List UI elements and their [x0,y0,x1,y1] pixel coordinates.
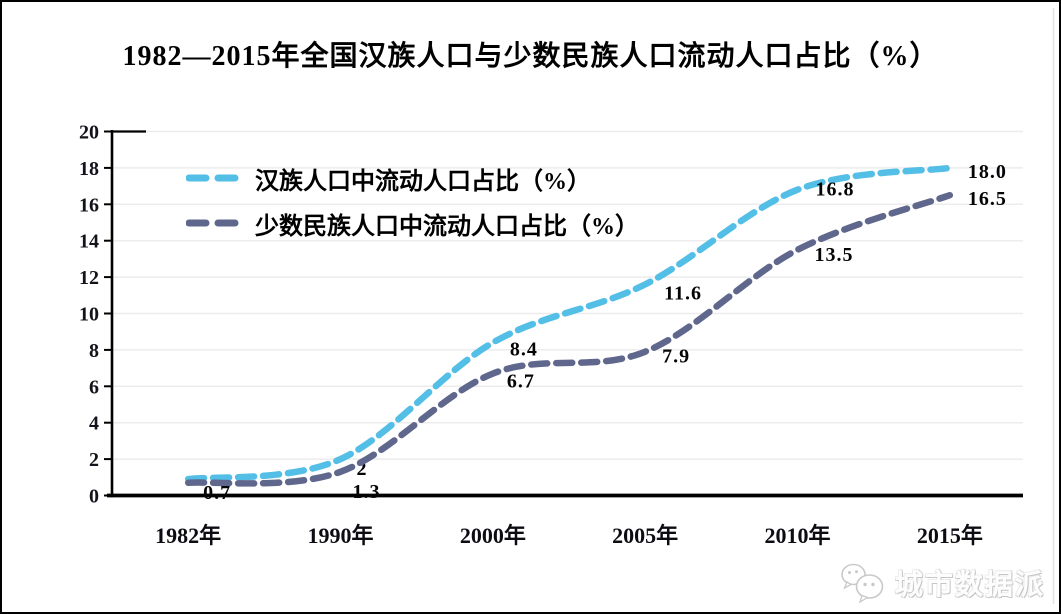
legend-item-minority: 少数民族人口中流动人口占比（%） [186,207,639,240]
y-tick-label: 2 [89,449,99,471]
data-label: 7.9 [662,346,690,368]
y-tick-label: 8 [89,340,99,362]
series-line-1 [184,191,954,487]
y-tick-label: 6 [89,376,99,398]
x-tick-label: 2015年 [917,523,983,548]
x-tick-label: 2010年 [764,523,830,548]
watermark: 城市数据派 [840,562,1045,604]
x-tick-label: 1982年 [155,523,221,548]
y-tick-label: 10 [79,304,99,326]
data-label: 8.4 [510,339,538,361]
data-label: 16.5 [968,188,1007,210]
data-label: 1.3 [353,481,381,503]
data-label: 16.8 [816,179,855,201]
legend: 汉族人口中流动人口占比（%） 少数民族人口中流动人口占比（%） [186,162,639,240]
x-tick-label: 1990年 [307,523,373,548]
legend-label-minority: 少数民族人口中流动人口占比（%） [255,213,639,240]
y-tick-label: 18 [79,158,99,180]
x-tick-label: 2000年 [460,523,526,548]
data-label: 11.6 [664,282,702,304]
watermark-label: 城市数据派 [894,569,1045,600]
wechat-icon [841,563,884,604]
legend-dash-sample-minority [186,219,242,227]
data-label: 18.0 [968,161,1007,183]
data-label: 0.7 [203,482,231,504]
series-line-0 [184,164,954,483]
legend-label-han: 汉族人口中流动人口占比（%） [255,168,591,195]
y-tick-label: 12 [79,267,99,289]
chart-title: 1982—2015年全国汉族人口与少数民族人口流动人口占比（%） [122,41,939,72]
legend-dash-sample-han [186,174,242,182]
y-tick-label: 20 [79,122,99,144]
y-tick-label: 0 [89,486,99,508]
data-label: 6.7 [507,371,535,393]
data-label: 2 [357,458,368,480]
y-tick-label: 14 [79,231,99,253]
y-tick-label: 16 [79,194,99,216]
data-label: 13.5 [815,244,854,266]
legend-item-han: 汉族人口中流动人口占比（%） [186,162,639,195]
x-tick-label: 2005年 [612,523,678,548]
y-tick-label: 4 [89,413,99,435]
